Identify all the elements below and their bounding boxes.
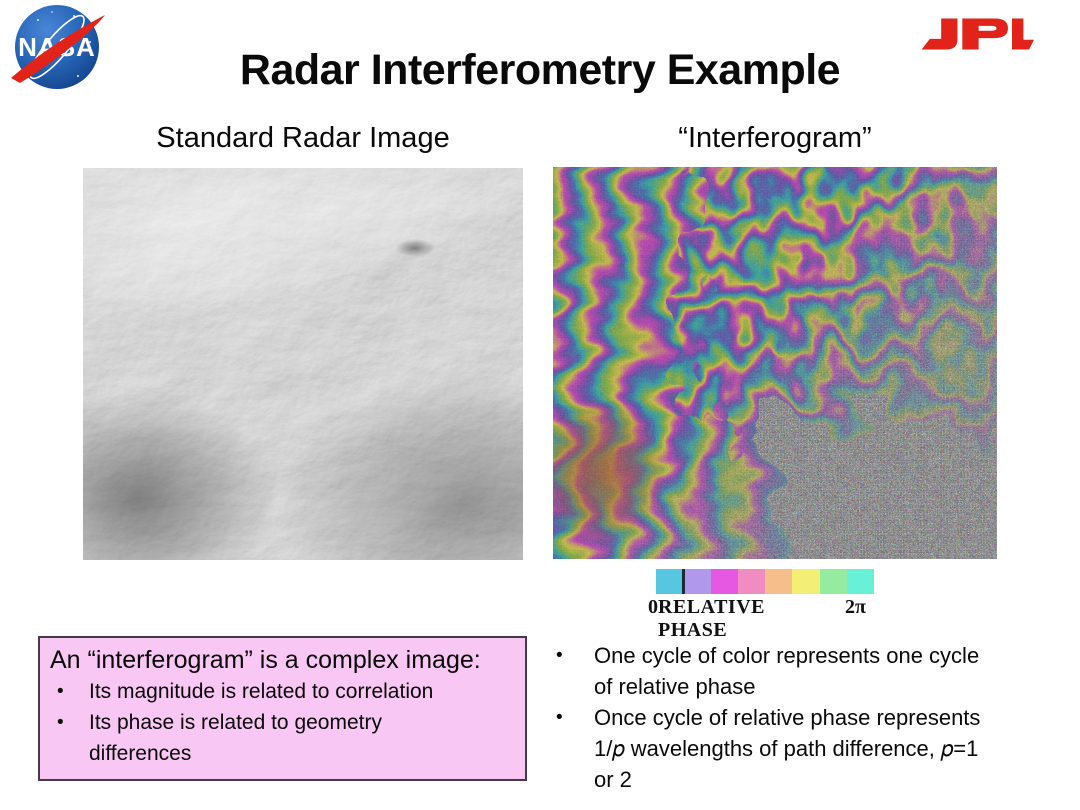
info-box-bullet: • Its magnitude is related to correlatio… xyxy=(48,676,517,707)
colorbar-segment xyxy=(765,569,793,594)
phase-colorbar xyxy=(656,569,874,594)
interferogram-graphic xyxy=(553,167,997,559)
note-bullet-text: One cycle of color represents one cycle … xyxy=(594,643,980,699)
nasa-swoosh xyxy=(11,15,105,83)
note-bullet: • Once cycle of relative phase represent… xyxy=(548,702,1048,795)
colorbar-zero-label: 0 xyxy=(648,596,658,618)
colorbar-segment xyxy=(819,569,847,594)
colorbar-segment xyxy=(737,569,765,594)
colorbar-segment xyxy=(846,569,874,594)
info-box-bullet-text: Its phase is related to geometry differe… xyxy=(89,711,382,765)
info-box-bullet: • Its phase is related to geometry diffe… xyxy=(48,707,517,769)
info-box-bullet-text: Its magnitude is related to correlation xyxy=(89,680,434,703)
colorbar-title: RELATIVE PHASE xyxy=(658,596,765,641)
colorbar-segment xyxy=(683,569,711,594)
right-image-caption: “Interferogram” xyxy=(678,122,872,154)
bullet-icon: • xyxy=(556,707,563,728)
colorbar-label: 0 RELATIVE PHASE 2π xyxy=(648,596,866,642)
note-bullet-text: Once cycle of relative phase represents … xyxy=(594,705,981,792)
left-image-caption: Standard Radar Image xyxy=(156,122,450,154)
nasa-logo-graphic: NASA xyxy=(11,5,105,89)
colorbar-segment xyxy=(710,569,738,594)
colorbar-segment xyxy=(792,569,820,594)
jpl-logo: JPL xyxy=(920,12,1034,56)
radar-image-graphic xyxy=(83,168,523,560)
bullet-icon: • xyxy=(556,645,563,666)
colorbar-max-label: 2π xyxy=(845,596,866,618)
interferogram-info-box: An “interferogram” is a complex image: •… xyxy=(38,636,527,781)
notes-list: • One cycle of color represents one cycl… xyxy=(548,640,1048,795)
colorbar-segment xyxy=(656,569,684,594)
bullet-icon: • xyxy=(57,712,64,733)
bullet-icon: • xyxy=(57,681,64,702)
note-bullet: • One cycle of color represents one cycl… xyxy=(548,640,1048,702)
jpl-logo-graphic xyxy=(921,18,1034,50)
info-box-heading: An “interferogram” is a complex image: xyxy=(50,646,481,674)
radar-image xyxy=(83,168,523,560)
slide-title: Radar Interferometry Example xyxy=(239,46,841,94)
interferogram-image xyxy=(553,167,997,559)
colorbar-zero-tick xyxy=(682,569,685,594)
nasa-logo: NASA xyxy=(8,2,108,92)
